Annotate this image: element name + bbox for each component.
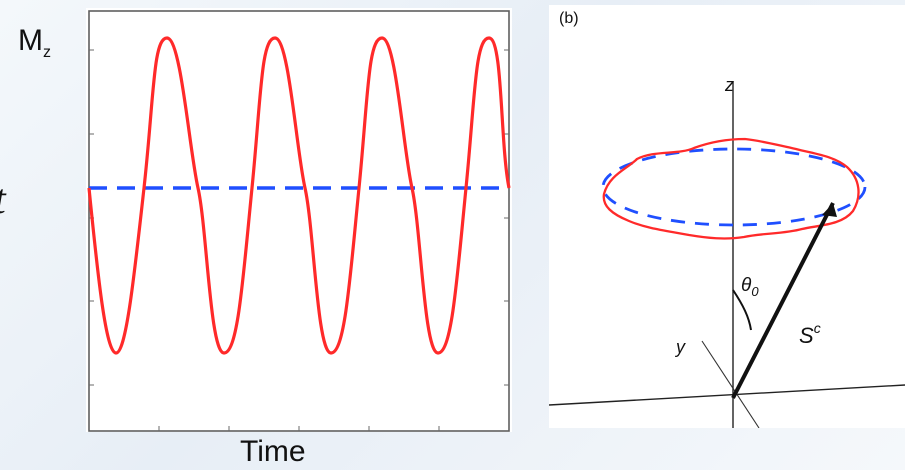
magnetization-time-plot (86, 8, 512, 432)
partial-left-label: t 0 (0, 176, 28, 236)
precession-orbit-red (602, 137, 860, 240)
y-axis-label: y (674, 337, 686, 357)
theta-arc (732, 289, 752, 331)
theta-main: θ (741, 275, 752, 296)
spin-vector (731, 202, 835, 399)
spin-vector-arrowhead (822, 203, 837, 217)
spin-superscript: c (814, 320, 821, 336)
precession-orbit-dashed (601, 147, 867, 227)
partial-t-symbol: t (0, 176, 6, 224)
theta-label: θ0 (741, 275, 759, 299)
spin-label: Sc (799, 320, 821, 348)
mz-label: Mz (18, 24, 51, 62)
plot-frame (88, 10, 510, 432)
time-axis-label: Time (240, 435, 306, 468)
bottom-axis-ticks (158, 426, 440, 431)
oscillation-curve (87, 36, 511, 355)
precession-diagram: (b) z y θ0 Sc (549, 5, 905, 428)
precession-svg: (b) z y θ0 Sc (549, 5, 905, 428)
spin-main: S (799, 323, 814, 348)
y-axis-line (701, 340, 760, 428)
mz-subscript: z (43, 44, 51, 61)
theta-subscript: 0 (751, 284, 759, 299)
z-axis-label: z (724, 75, 734, 95)
mz-main: M (18, 24, 43, 57)
x-axis-line (549, 384, 905, 406)
panel-b-label: (b) (559, 10, 579, 27)
magnetization-time-svg (87, 10, 511, 432)
diagram-background (549, 5, 905, 428)
